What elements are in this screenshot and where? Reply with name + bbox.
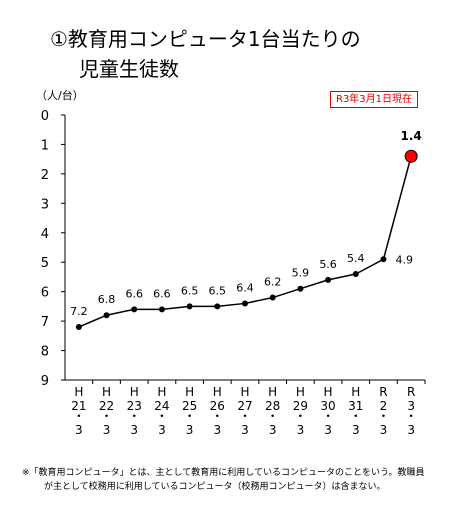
x-tick-label: H 29 ・ 3 — [293, 385, 308, 437]
data-point — [380, 256, 387, 263]
x-axis-ticks: H 21 ・ 3 H 22 ・ 3 H 23 ・ 3 H 24 ・ 3 H 25 ・ 3 H 26 ・ 3 H 27 ・ 3 H 28 ・ 3… — [71, 380, 426, 437]
y-tick-label: 0 — [41, 109, 49, 124]
data-point — [103, 312, 110, 319]
data-label: 5.4 — [347, 252, 365, 265]
y-tick-label: 3 — [41, 197, 49, 212]
x-tick-label: H 30 ・ 3 — [320, 385, 335, 437]
y-tick-label: 6 — [41, 286, 49, 301]
x-tick-label: H 31 ・ 3 — [348, 385, 363, 437]
as-of-date-badge: R3年3月1日現在 — [330, 91, 419, 108]
x-tick-label: H 27 ・ 3 — [237, 385, 252, 437]
line-chart: 0 1 2 3 4 5 6 7 8 9 H 21 ・ 3 H 22 ・ 3 H 23 ・ 3 H 24 ・ 3 H 25 ・ 3 H 26 ・… — [41, 109, 426, 437]
y-tick-label: 5 — [41, 256, 49, 271]
data-points — [75, 149, 418, 330]
data-label: 6.2 — [264, 276, 282, 289]
chart-axes — [64, 115, 425, 381]
data-point — [352, 271, 359, 277]
data-labels: 7.2 6.8 6.6 6.6 6.5 6.5 6.4 6.2 5.9 5.6 5.4 4.9 1.4 — [70, 129, 422, 318]
data-point — [158, 306, 165, 313]
x-tick-label: H 21 ・ 3 — [71, 385, 86, 437]
x-tick-label: H 22 ・ 3 — [99, 385, 114, 437]
x-tick-label: H 26 ・ 3 — [210, 385, 225, 437]
y-axis-ticks: 0 1 2 3 4 5 6 7 8 9 — [41, 109, 65, 389]
data-label: 6.5 — [181, 284, 199, 297]
chart-title-line1: ①教育用コンピュータ1台当たりの — [50, 27, 361, 51]
y-axis-unit-label: （人/台） — [36, 89, 84, 102]
data-label-highlight: 1.4 — [401, 129, 422, 143]
data-label: 5.6 — [319, 258, 337, 271]
x-tick-label: H 24 ・ 3 — [154, 385, 169, 437]
data-label: 6.6 — [153, 287, 171, 300]
footnote-line1: ※「教育用コンピュータ」とは、主として教育用に利用しているコンピュータのことをい… — [22, 468, 425, 478]
data-label: 7.2 — [70, 305, 88, 318]
footnote-line2: が主として校務用に利用しているコンピュータ（校務用コンピュータ）は含まない。 — [44, 482, 386, 492]
x-tick-label: H 23 ・ 3 — [127, 385, 142, 437]
y-tick-label: 2 — [41, 168, 49, 183]
data-point — [131, 306, 138, 313]
chart-title: ①教育用コンピュータ1台当たりの 児童生徒数 — [50, 24, 361, 84]
x-tick-label: R 2 ・ 3 — [377, 385, 389, 437]
data-label: 6.4 — [236, 281, 254, 294]
data-point — [214, 303, 221, 310]
y-tick-label: 4 — [41, 227, 49, 242]
data-label: 6.5 — [209, 284, 227, 297]
data-point — [186, 303, 193, 310]
x-tick-label: R 3 ・ 3 — [405, 385, 417, 437]
x-tick-label: H 28 ・ 3 — [265, 385, 280, 437]
data-label: 5.9 — [292, 267, 310, 280]
y-tick-label: 9 — [41, 374, 49, 389]
y-tick-label: 7 — [41, 315, 49, 330]
y-tick-label: 1 — [41, 138, 49, 153]
x-tick-label: H 25 ・ 3 — [182, 385, 197, 437]
data-point — [325, 276, 332, 283]
data-point-highlight — [404, 149, 418, 163]
chart-title-line2: 児童生徒数 — [79, 57, 179, 81]
data-label: 4.9 — [395, 253, 413, 266]
data-label: 6.6 — [125, 287, 143, 300]
data-point — [269, 294, 276, 301]
y-tick-label: 8 — [41, 345, 49, 360]
data-point — [297, 285, 304, 292]
data-label: 6.8 — [98, 293, 116, 306]
data-point — [242, 300, 248, 307]
data-point — [75, 324, 82, 330]
footnote: ※「教育用コンピュータ」とは、主として教育用に利用しているコンピュータのことをい… — [22, 466, 442, 494]
